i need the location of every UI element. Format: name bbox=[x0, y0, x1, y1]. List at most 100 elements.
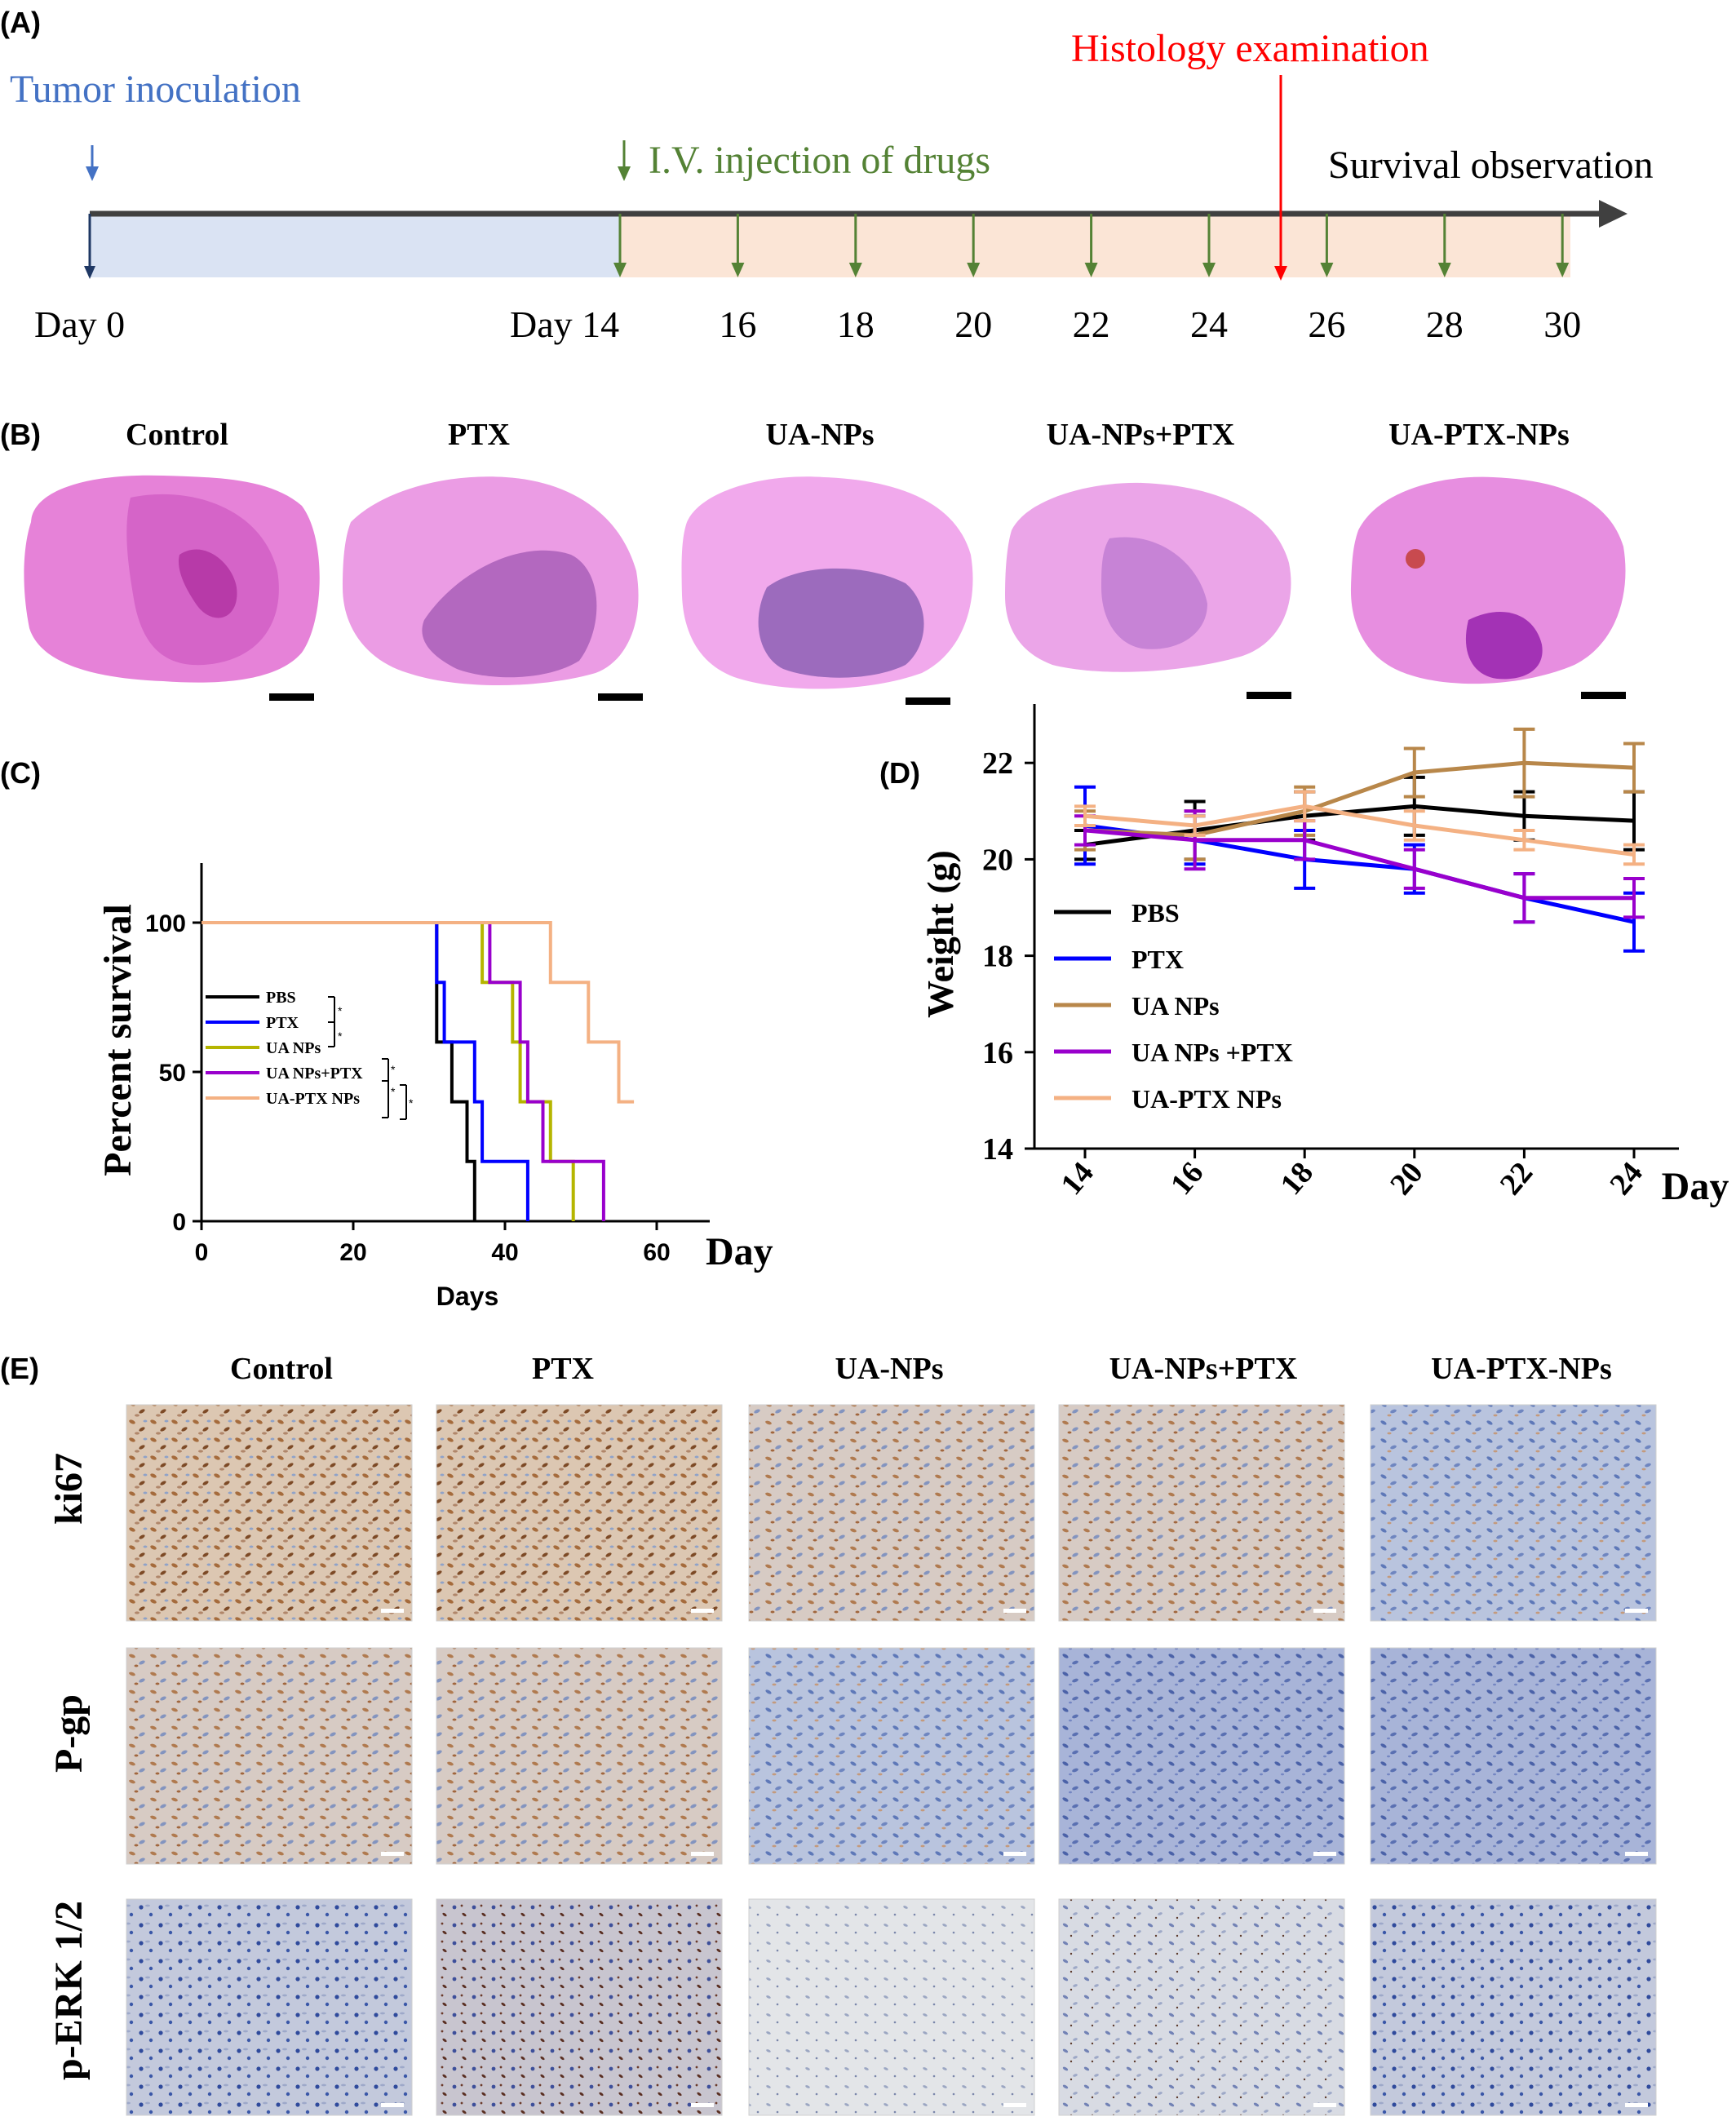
d-x-tick-label-20: 20 bbox=[1384, 1156, 1430, 1202]
c-legend-label-1: PTX bbox=[266, 1014, 299, 1032]
ihc-perk-control bbox=[126, 1898, 413, 2116]
injection-label: I.V. injection of drugs bbox=[649, 139, 990, 182]
panel-label-c: (C) bbox=[0, 756, 41, 790]
c-x-axis-extra-label: Day bbox=[706, 1230, 773, 1273]
e-group-label-ua-nps: UA-NPs bbox=[835, 1352, 944, 1386]
day0-label: Day 0 bbox=[34, 303, 125, 345]
c-y-axis-label: Percent survival bbox=[96, 904, 140, 1176]
e-row-label-ki67: ki67 bbox=[47, 1453, 91, 1525]
d-y-tick-label-16: 16 bbox=[982, 1036, 1013, 1070]
ihc-perk-ua-nps bbox=[748, 1898, 1035, 2116]
day-label-20: 20 bbox=[954, 303, 992, 345]
weight-chart: 14 16 18 20 22 24 14 16 18 20 22 PBS PTX UA NPs UA NP… bbox=[919, 704, 1729, 1208]
b-group-label-ptx: PTX bbox=[448, 418, 510, 452]
c-series-line-4 bbox=[202, 921, 635, 1104]
d-x-tick-label-16: 16 bbox=[1164, 1156, 1211, 1202]
c-y-tick-label-50: 50 bbox=[159, 1060, 186, 1087]
ihc-scale-bar-2-0 bbox=[381, 2103, 404, 2107]
ihc-scale-bar-0-2 bbox=[1003, 1609, 1026, 1613]
survival-chart: 0 20 40 60 0 50 100 PBS PTX UA NPs UA NPs+PTX UA-P… bbox=[96, 863, 773, 1311]
c-sig-star-3: * bbox=[391, 1063, 396, 1076]
panel-label-d: (D) bbox=[879, 756, 920, 790]
pre-treatment-band bbox=[90, 214, 620, 277]
d-legend-label-0: PBS bbox=[1132, 898, 1180, 928]
ihc-scale-bar-2-4 bbox=[1625, 2103, 1648, 2107]
ihc-ki67-ua-nps bbox=[748, 1404, 1035, 1622]
scale-bar-b1 bbox=[269, 693, 314, 701]
ihc-scale-bar-0-4 bbox=[1625, 1609, 1648, 1613]
panel-label-b: (B) bbox=[0, 418, 41, 451]
day-label-22: 22 bbox=[1073, 303, 1110, 345]
injection-arrowhead-day-30 bbox=[1556, 263, 1570, 277]
e-row-label-perk: p-ERK 1/2 bbox=[47, 1901, 91, 2080]
e-row-label-pgp: P-gp bbox=[47, 1694, 91, 1773]
injection-legend-arrowhead bbox=[618, 166, 631, 181]
d-legend-label-3: UA NPs +PTX bbox=[1132, 1038, 1293, 1067]
day14-label: Day 14 bbox=[510, 303, 619, 345]
timeline-diagram: Tumor inoculation I.V. injection of drug… bbox=[10, 27, 1654, 345]
d-x-tick-label-18: 18 bbox=[1273, 1156, 1320, 1202]
ihc-scale-bar-1-4 bbox=[1625, 1852, 1648, 1856]
c-x-axis-label: Days bbox=[436, 1282, 499, 1311]
c-sig-star-5: * bbox=[409, 1096, 414, 1109]
day-label-30: 30 bbox=[1543, 303, 1581, 345]
e-group-label-ua-ptx-nps: UA-PTX-NPs bbox=[1431, 1352, 1612, 1386]
scale-bar-b4 bbox=[1247, 692, 1291, 699]
day-label-26: 26 bbox=[1308, 303, 1345, 345]
c-series-line-3 bbox=[202, 921, 605, 1221]
d-y-tick-label-20: 20 bbox=[982, 843, 1013, 877]
scale-bar-b3 bbox=[906, 697, 950, 705]
c-sig-star-4: * bbox=[391, 1085, 396, 1098]
d-x-axis-label: Day bbox=[1662, 1165, 1729, 1208]
tumor-inoculation-label: Tumor inoculation bbox=[10, 68, 301, 111]
e-group-label-control: Control bbox=[230, 1352, 333, 1386]
c-x-tick-label-40: 40 bbox=[491, 1239, 518, 1266]
ihc-grid-panel: Control PTX UA-NPs UA-NPs+PTX UA-PTX-NPs… bbox=[47, 1352, 1657, 2116]
injection-arrowhead-day-28 bbox=[1437, 263, 1451, 277]
d-series-line-3 bbox=[1084, 828, 1634, 901]
day0-tick-arrow bbox=[84, 266, 95, 279]
c-x-tick-label-60: 60 bbox=[643, 1239, 670, 1266]
scale-bar-b2 bbox=[598, 693, 643, 701]
injection-arrowhead-day-18 bbox=[848, 263, 862, 277]
d-x-tick-label-14: 14 bbox=[1054, 1156, 1100, 1202]
survival-label: Survival observation bbox=[1328, 144, 1654, 187]
day-label-24: 24 bbox=[1190, 303, 1228, 345]
b-group-label-ua-nps: UA-NPs bbox=[766, 418, 875, 452]
c-legend: PBS PTX UA NPs UA NPs+PTX UA-PTX NPs bbox=[206, 989, 363, 1108]
panel-label-a: (A) bbox=[0, 6, 41, 39]
ihc-pgp-ptx bbox=[436, 1647, 723, 1865]
injection-arrowhead-day-20 bbox=[967, 263, 981, 277]
d-series-line-4 bbox=[1084, 804, 1635, 857]
c-y-tick-label-100: 100 bbox=[145, 910, 186, 937]
c-legend-label-0: PBS bbox=[266, 989, 296, 1007]
ihc-scale-bar-1-0 bbox=[381, 1852, 404, 1856]
ihc-scale-bars bbox=[381, 1609, 1648, 2107]
b-group-label-control: Control bbox=[126, 418, 228, 452]
c-series-line-1 bbox=[202, 921, 529, 1221]
day-label-18: 18 bbox=[837, 303, 875, 345]
c-legend-label-3: UA NPs+PTX bbox=[266, 1065, 363, 1083]
d-y-tick-label-22: 22 bbox=[982, 746, 1013, 781]
ihc-ki67-ua-nps-ptx bbox=[1058, 1404, 1345, 1622]
d-legend-label-4: UA-PTX NPs bbox=[1132, 1084, 1282, 1114]
ihc-scale-bar-0-3 bbox=[1313, 1609, 1336, 1613]
brain-section-ua-nps-ptx bbox=[1005, 482, 1291, 672]
c-legend-label-2: UA NPs bbox=[266, 1039, 321, 1057]
b-group-label-ua-ptx-nps: UA-PTX-NPs bbox=[1388, 418, 1570, 452]
d-y-axis-label: Weight (g) bbox=[919, 850, 961, 1018]
d-legend: PBS PTX UA NPs UA NPs +PTX UA-PTX NPs bbox=[1054, 898, 1293, 1114]
d-x-tick-label-24: 24 bbox=[1603, 1156, 1650, 1202]
brain-sections-panel: Control PTX UA-NPs UA-NPs+PTX UA-PTX-NPs bbox=[24, 418, 1626, 705]
injection-arrowhead-day-14 bbox=[613, 263, 627, 277]
brain-section-ua-nps bbox=[681, 476, 973, 689]
d-x-tick-label-22: 22 bbox=[1494, 1156, 1540, 1202]
tumor-arrowhead bbox=[86, 166, 99, 181]
c-x-tick-label-20: 20 bbox=[339, 1239, 366, 1266]
day-labels: 16 18 20 22 24 26 28 30 bbox=[719, 303, 1581, 345]
ihc-perk-ua-ptx-nps bbox=[1370, 1898, 1657, 2116]
c-series bbox=[202, 921, 635, 1221]
histology-arrowhead bbox=[1274, 266, 1287, 281]
injection-arrowhead-day-26 bbox=[1320, 263, 1334, 277]
